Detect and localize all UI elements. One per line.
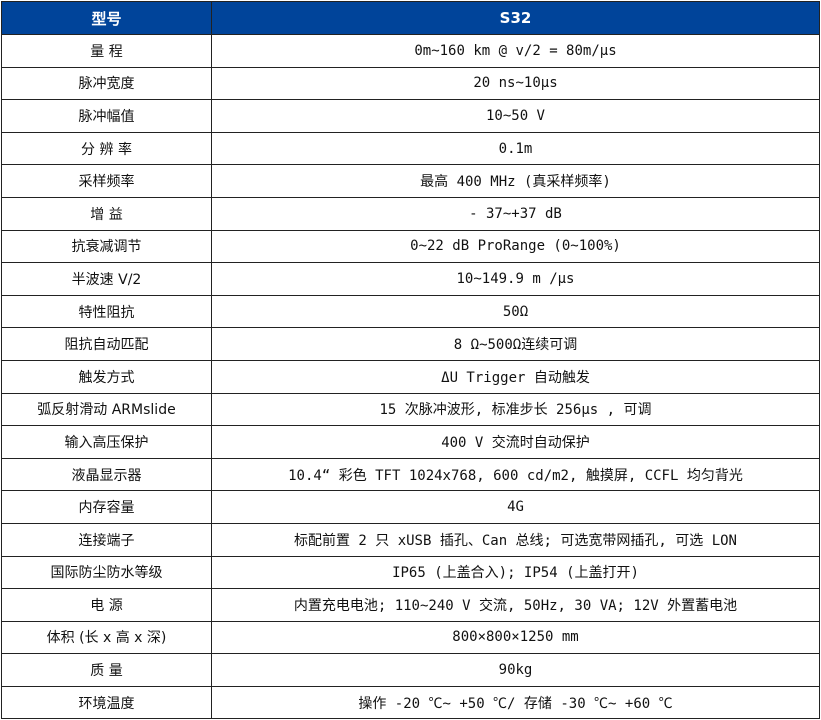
spec-label: 输入高压保护 [1, 425, 212, 459]
table-row: 液晶显示器 10.4“ 彩色 TFT 1024x768, 600 cd/m2, 触… [1, 457, 820, 492]
spec-label: 质 量 [1, 653, 212, 687]
table-row: 脉冲幅值 10~50 V [1, 99, 820, 133]
table-row: 质 量 90kg [1, 653, 820, 687]
table-row: 半波速 V/2 10~149.9 m /μs [1, 262, 820, 296]
spec-value: 操作 -20 ℃~ +50 ℃/ 存储 -30 ℃~ +60 ℃ [211, 685, 820, 720]
spec-label: 触发方式 [1, 359, 212, 394]
table-row: 脉冲宽度 20 ns~10μs [1, 66, 820, 101]
spec-label: 内存容量 [1, 490, 212, 524]
table-row: 环境温度 操作 -20 ℃~ +50 ℃/ 存储 -30 ℃~ +60 ℃ [1, 685, 820, 720]
spec-label: 环境温度 [1, 685, 212, 720]
spec-label: 体积 (长 x 高 x 深) [1, 620, 212, 655]
table-row: 弧反射滑动 ARMslide 15 次脉冲波形, 标准步长 256μs , 可调 [1, 392, 820, 427]
spec-label: 增 益 [1, 196, 212, 231]
spec-value: 0~22 dB ProRange (0~100%) [211, 229, 820, 264]
spec-label: 阻抗自动匹配 [1, 327, 212, 361]
header-label: 型号 [1, 1, 212, 35]
spec-label: 脉冲宽度 [1, 66, 212, 101]
table-row: 阻抗自动匹配 8 Ω~500Ω连续可调 [1, 327, 820, 361]
table-row: 触发方式 ΔU Trigger 自动触发 [1, 359, 820, 394]
spec-value: 8 Ω~500Ω连续可调 [211, 327, 820, 361]
spec-value: ΔU Trigger 自动触发 [211, 359, 820, 394]
spec-value: - 37~+37 dB [211, 196, 820, 231]
spec-value: 0.1m [211, 131, 820, 166]
table-row: 电 源内置充电电池; 110~240 V 交流, 50Hz, 30 VA; 12… [1, 588, 820, 622]
table-row: 输入高压保护 400 V 交流时自动保护 [1, 425, 820, 459]
table-row: 国际防尘防水等级 IP65 (上盖合入); IP54 (上盖打开) [1, 555, 820, 590]
spec-label: 半波速 V/2 [1, 262, 212, 296]
spec-value: 90kg [211, 653, 820, 687]
spec-label: 脉冲幅值 [1, 99, 212, 133]
spec-value: 20 ns~10μs [211, 66, 820, 101]
table-row: 抗衰减调节 0~22 dB ProRange (0~100%) [1, 229, 820, 264]
spec-value: 10~50 V [211, 99, 820, 133]
spec-label: 弧反射滑动 ARMslide [1, 392, 212, 427]
table-row: 特性阻抗 50Ω [1, 294, 820, 329]
table-row: 增 益- 37~+37 dB [1, 196, 820, 231]
spec-value: 15 次脉冲波形, 标准步长 256μs , 可调 [211, 392, 820, 427]
spec-label: 分 辨 率 [1, 131, 212, 166]
table-row: 分 辨 率 0.1m [1, 131, 820, 166]
header-row: 型号 S32 [1, 1, 820, 35]
spec-value: IP65 (上盖合入); IP54 (上盖打开) [211, 555, 820, 590]
spec-value: 内置充电电池; 110~240 V 交流, 50Hz, 30 VA; 12V 外… [211, 588, 820, 622]
spec-value: 800×800×1250 mm [211, 620, 820, 655]
spec-value: 最高 400 MHz (真采样频率) [211, 164, 820, 198]
spec-value: 400 V 交流时自动保护 [211, 425, 820, 459]
spec-label: 电 源 [1, 588, 212, 622]
table-row: 量 程 0m~160 km @ v/2 = 80m/μs [1, 34, 820, 68]
spec-value: 4G [211, 490, 820, 524]
spec-label: 液晶显示器 [1, 457, 212, 492]
spec-value: 标配前置 2 只 xUSB 插孔、Can 总线; 可选宽带网插孔, 可选 LON [211, 522, 820, 557]
spec-value: 50Ω [211, 294, 820, 329]
table-row: 连接端子 标配前置 2 只 xUSB 插孔、Can 总线; 可选宽带网插孔, 可选… [1, 522, 820, 557]
spec-label: 量 程 [1, 34, 212, 68]
spec-label: 国际防尘防水等级 [1, 555, 212, 590]
spec-label: 采样频率 [1, 164, 212, 198]
spec-value: 0m~160 km @ v/2 = 80m/μs [211, 34, 820, 68]
table-row: 体积 (长 x 高 x 深) 800×800×1250 mm [1, 620, 820, 655]
spec-label: 抗衰减调节 [1, 229, 212, 264]
spec-value: 10~149.9 m /μs [211, 262, 820, 296]
table-row: 内存容量 4G [1, 490, 820, 524]
spec-value: 10.4“ 彩色 TFT 1024x768, 600 cd/m2, 触摸屏, C… [211, 457, 820, 492]
header-model: S32 [211, 1, 820, 35]
spec-label: 连接端子 [1, 522, 212, 557]
table-row: 采样频率 最高 400 MHz (真采样频率) [1, 164, 820, 198]
spec-label: 特性阻抗 [1, 294, 212, 329]
